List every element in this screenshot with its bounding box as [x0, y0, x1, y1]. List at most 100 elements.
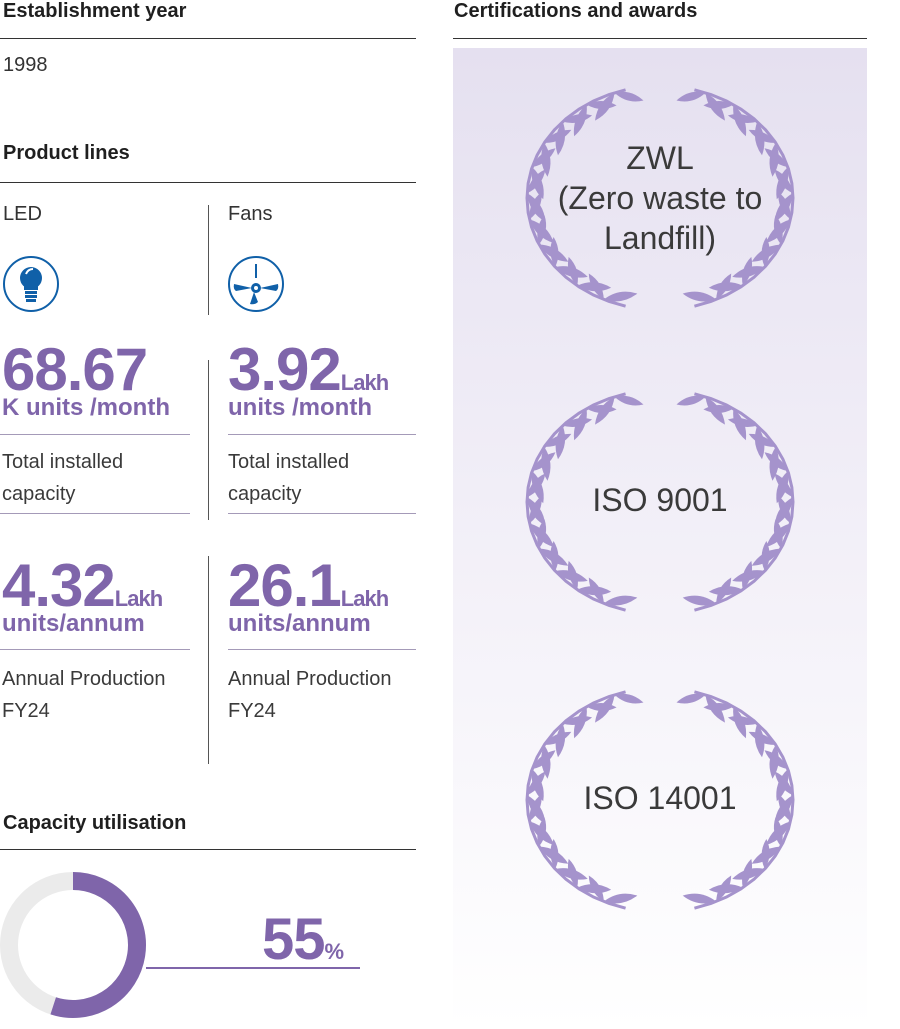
laurel-leaf [769, 446, 779, 481]
led-capacity-label: Total installed capacity [2, 446, 123, 510]
laurel-branch [525, 690, 644, 910]
laurel-leaf [751, 846, 782, 864]
laurel-leaf [614, 693, 644, 704]
laurel-leaf [603, 893, 638, 904]
laurel-leaf [708, 884, 743, 894]
laurel-leaf [754, 723, 765, 758]
laurel-leaf [529, 523, 554, 547]
laurel-leaf [774, 497, 793, 526]
laurel-leaf [538, 548, 569, 566]
certifications-panel: ZWL (Zero waste to Landfill) ISO 9001 IS… [453, 48, 867, 1029]
laurel-leaf [733, 104, 747, 137]
laurel-leaf [555, 266, 588, 278]
label-line: FY24 [2, 700, 50, 722]
laurel-leaf [555, 425, 566, 460]
laurel-leaf [541, 446, 551, 481]
label-line: capacity [228, 483, 302, 505]
donut-value-arc [50, 872, 146, 1018]
led-production-value-row: 4.32Lakh [2, 556, 163, 629]
capacity-utilisation-value: 55 [262, 907, 326, 972]
laurel-leaf [708, 282, 743, 292]
laurel-branch [676, 88, 795, 308]
divider [228, 513, 416, 514]
laurel-leaf [595, 92, 615, 121]
label-line: Total installed [228, 451, 350, 473]
laurel-leaf [751, 244, 782, 262]
fans-capacity-unit: units /month [228, 394, 372, 421]
column-divider [208, 360, 209, 520]
divider [228, 649, 416, 650]
label-line: capacity [2, 483, 76, 505]
award-text-iso14001: ISO 14001 [473, 778, 847, 818]
fans-production-value-row: 26.1Lakh [228, 556, 389, 629]
award-line: ZWL [626, 140, 694, 176]
divider [0, 513, 190, 514]
laurel-leaf [614, 395, 644, 406]
laurel-leaf [527, 795, 546, 824]
fans-capacity-label: Total installed capacity [228, 446, 349, 510]
label-line: Total installed [2, 451, 124, 473]
laurel-leaf [577, 586, 612, 596]
award-line: (Zero waste to [557, 180, 763, 216]
laurel-leaf [705, 92, 725, 121]
laurel-leaf [766, 523, 791, 547]
laurel-leaf [754, 425, 765, 460]
award-line: Landfill) [603, 220, 717, 256]
label-line: Annual Production [2, 668, 166, 690]
award-text-zwl: ZWL (Zero waste to Landfill) [473, 138, 847, 258]
laurel-leaf [555, 868, 588, 880]
divider [0, 849, 416, 850]
capacity-utilisation-title: Capacity utilisation [3, 812, 187, 834]
laurel-branch [676, 690, 795, 910]
laurel-leaf [769, 744, 779, 779]
led-production-label: Annual Production FY24 [2, 663, 165, 727]
award-wreath-zwl: ZWL (Zero waste to Landfill) [473, 80, 847, 320]
establishment-year: 1998 [3, 54, 48, 76]
capacity-utilisation-unit: % [324, 939, 345, 964]
laurel-leaf [732, 266, 765, 278]
certifications-title: Certifications and awards [454, 0, 698, 22]
fans-capacity-value: 3.92 [228, 336, 342, 403]
laurel-leaf [682, 893, 717, 904]
laurel-leaf [541, 744, 551, 779]
laurel-leaf [531, 471, 544, 504]
laurel-leaf [682, 595, 717, 606]
laurel-branch [525, 392, 644, 612]
laurel-leaf [527, 497, 546, 526]
laurel-branch [525, 88, 644, 308]
laurel-leaf [774, 795, 793, 824]
laurel-leaf [776, 769, 789, 802]
laurel-leaf [766, 219, 791, 243]
fans-production-label: Annual Production FY24 [228, 663, 391, 727]
laurel-wreath-icon [525, 392, 795, 612]
led-label: LED [3, 203, 42, 225]
column-divider [208, 205, 209, 315]
divider [453, 38, 867, 39]
led-production-unit: units/annum [2, 610, 145, 637]
divider [228, 434, 416, 435]
laurel-leaf [541, 142, 551, 177]
award-line: ISO 9001 [592, 482, 728, 518]
laurel-leaf [529, 219, 554, 243]
fans-production-unit-inline: Lakh [340, 586, 389, 611]
laurel-leaf [776, 167, 789, 200]
laurel-leaf [555, 570, 588, 582]
label-line: Annual Production [228, 668, 392, 690]
laurel-branch [676, 392, 795, 612]
fans-label: Fans [228, 203, 273, 225]
label-line: FY24 [228, 700, 276, 722]
laurel-leaf [529, 821, 554, 845]
ceiling-fan-icon [228, 256, 284, 312]
laurel-wreath-icon [525, 88, 795, 308]
laurel-leaf [676, 693, 706, 704]
led-production-value: 4.32 [2, 552, 116, 619]
laurel-leaf [676, 91, 706, 102]
laurel-leaf [531, 769, 544, 802]
laurel-leaf [733, 706, 747, 739]
divider [0, 182, 416, 183]
column-divider [208, 556, 209, 764]
laurel-leaf [573, 706, 587, 739]
establishment-title: Establishment year [3, 0, 187, 22]
led-bulb-icon [3, 256, 59, 312]
divider [0, 649, 190, 650]
